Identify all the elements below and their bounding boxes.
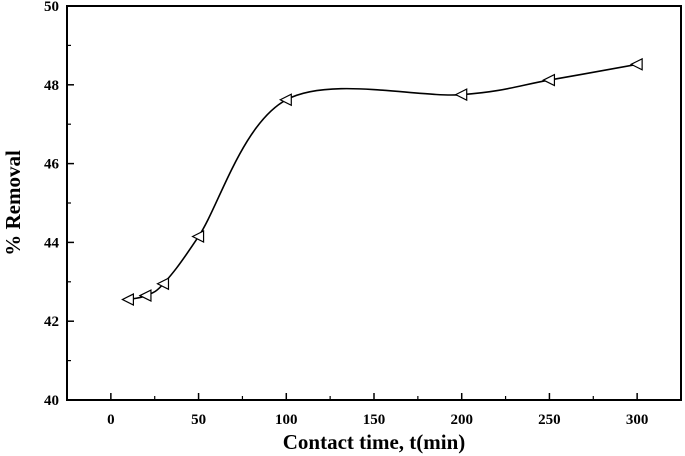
x-tick-label: 200 bbox=[450, 412, 473, 428]
series-line bbox=[128, 63, 638, 301]
x-tick-label: 250 bbox=[538, 412, 561, 428]
y-tick-label: 40 bbox=[44, 393, 59, 409]
ticks bbox=[66, 5, 682, 401]
data-point bbox=[121, 293, 134, 307]
y-axis-title: % Removal bbox=[1, 150, 25, 256]
markers bbox=[121, 57, 643, 307]
tick-labels: 0 50 100 150 200 250 300 40 42 44 46 48 50 bbox=[44, 0, 648, 428]
data-point bbox=[454, 88, 468, 102]
data-point bbox=[542, 73, 556, 87]
y-tick-label: 50 bbox=[44, 0, 59, 15]
x-tick-label: 150 bbox=[363, 412, 386, 428]
plot-frame bbox=[66, 5, 682, 401]
y-tick-label: 48 bbox=[44, 78, 59, 94]
data-point bbox=[629, 57, 643, 71]
x-tick-label: 300 bbox=[626, 412, 649, 428]
x-tick-label: 50 bbox=[191, 412, 206, 428]
data-point bbox=[138, 289, 152, 303]
x-tick-label: 100 bbox=[275, 412, 298, 428]
y-tick-label: 46 bbox=[44, 157, 60, 173]
y-tick-label: 44 bbox=[44, 235, 60, 251]
x-tick-label: 0 bbox=[107, 412, 115, 428]
x-axis-title: Contact time, t(min) bbox=[283, 430, 466, 454]
data-point bbox=[191, 230, 205, 243]
data-point bbox=[278, 93, 292, 107]
y-tick-label: 42 bbox=[44, 314, 59, 330]
data-point bbox=[156, 277, 170, 291]
